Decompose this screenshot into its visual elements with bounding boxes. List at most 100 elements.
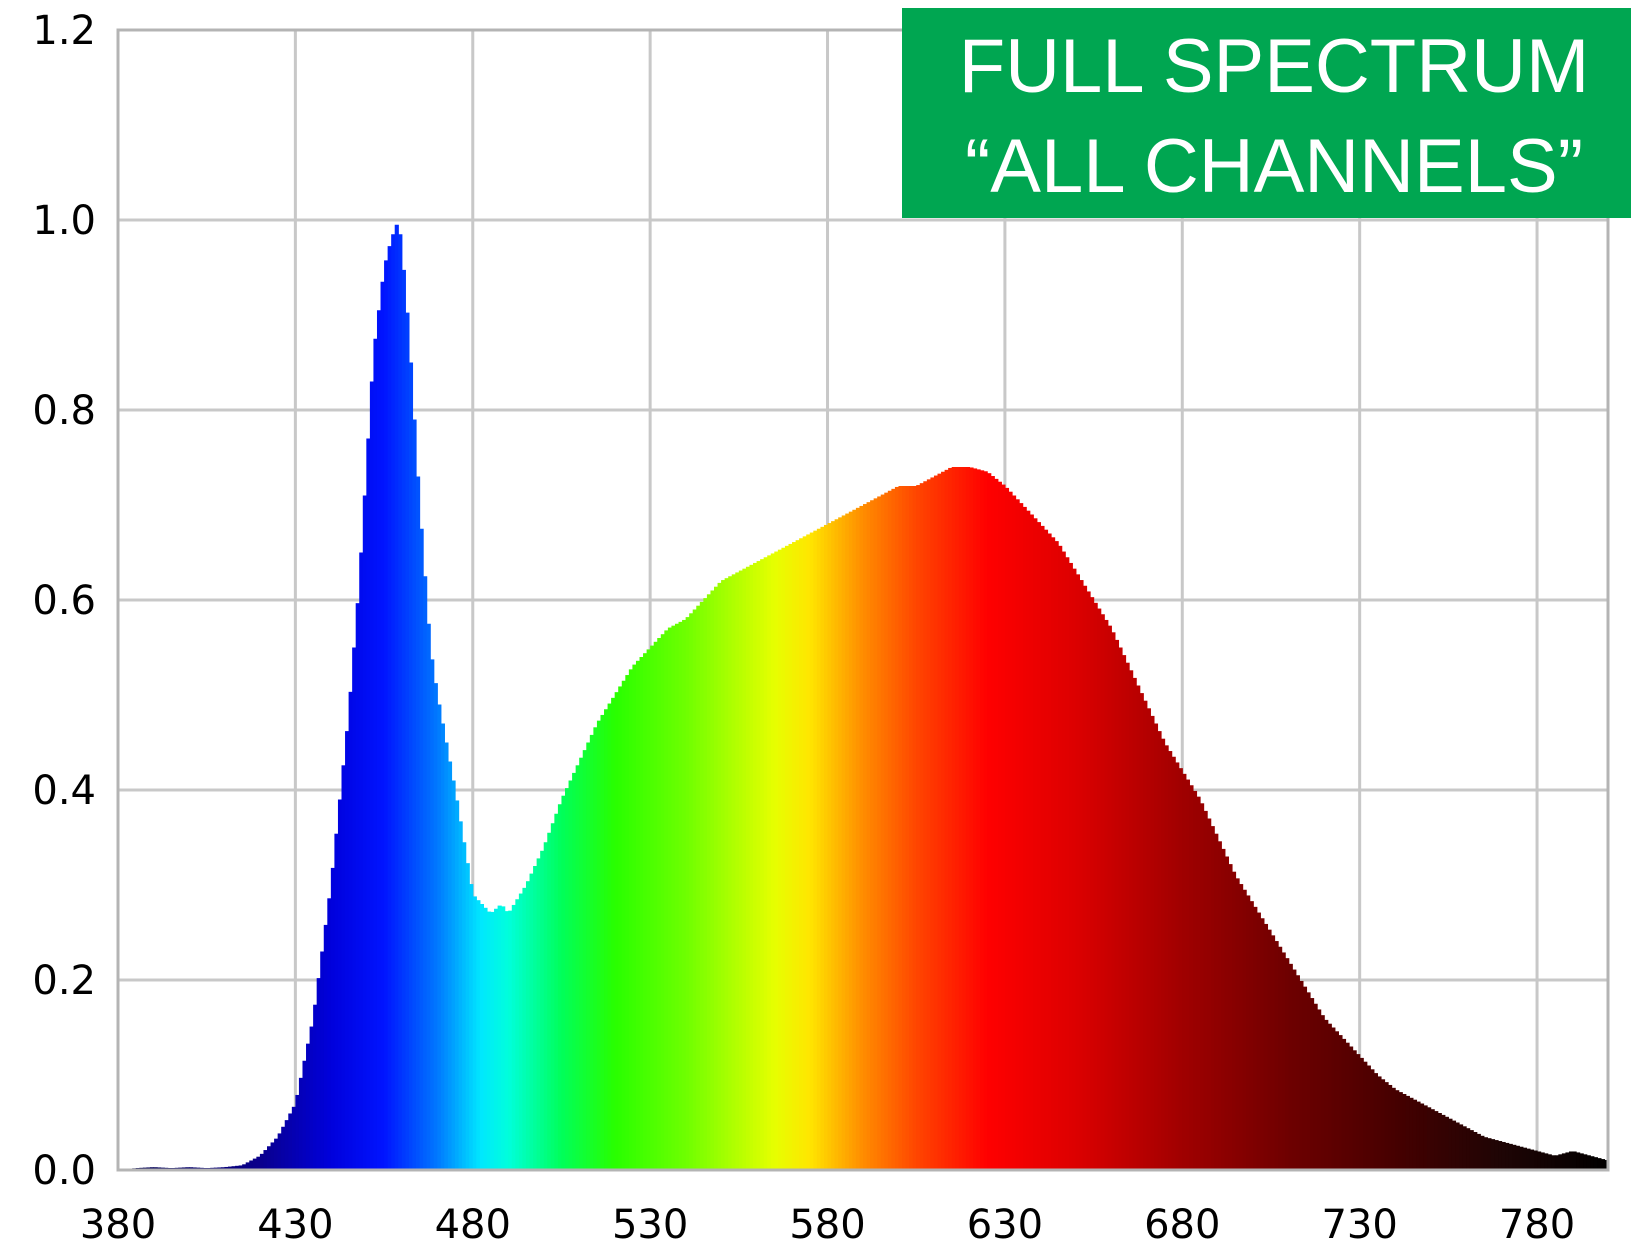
spectrum-bar: [1568, 1151, 1574, 1170]
spectrum-bar: [674, 623, 680, 1170]
spectrum-bar: [1476, 1133, 1481, 1170]
spectrum-bar: [600, 714, 605, 1170]
spectrum-bar: [1427, 1107, 1432, 1170]
spectrum-bar: [1072, 568, 1077, 1170]
spectrum-bar: [575, 765, 580, 1170]
spectrum-bar: [1235, 878, 1240, 1170]
spectrum-bar: [302, 1060, 307, 1170]
spectrum-bar: [455, 800, 460, 1170]
spectrum-bar: [1537, 1151, 1542, 1170]
spectrum-bar: [1292, 969, 1297, 1170]
spectrum-bar: [809, 532, 814, 1170]
spectrum-bar: [781, 547, 786, 1170]
spectrum-bar: [387, 246, 392, 1170]
spectrum-bar: [1012, 495, 1017, 1170]
spectrum-bar: [1061, 551, 1066, 1170]
spectrum-bar: [1480, 1135, 1485, 1170]
spectrum-bar: [1423, 1105, 1428, 1170]
spectrum-bar: [1487, 1138, 1492, 1170]
spectrum-bar: [799, 538, 804, 1170]
spectrum-bar: [256, 1156, 261, 1170]
spectrum-bar: [884, 492, 889, 1170]
spectrum-bar: [501, 906, 506, 1170]
spectrum-bar: [1136, 685, 1141, 1170]
spectrum-bar: [965, 467, 971, 1170]
spectrum-bar: [621, 680, 626, 1170]
spectrum-bar: [1054, 541, 1059, 1170]
spectrum-bar: [462, 842, 467, 1170]
spectrum-bar: [1522, 1147, 1528, 1170]
x-tick-label: 530: [612, 1202, 688, 1248]
spectrum-bar: [735, 572, 740, 1170]
x-tick-label: 630: [967, 1202, 1043, 1248]
spectrum-bar: [1366, 1065, 1371, 1170]
spectrum-bar: [408, 362, 414, 1170]
spectrum-bar: [770, 553, 775, 1170]
spectrum-bar: [1544, 1153, 1549, 1170]
spectrum-bar: [1398, 1092, 1403, 1170]
spectrum-bar: [235, 1165, 240, 1170]
spectrum-bar: [948, 467, 953, 1170]
spectrum-bar: [529, 873, 534, 1170]
spectrum-bar: [831, 521, 836, 1170]
spectrum-bar: [1221, 848, 1226, 1170]
spectrum-bar: [795, 540, 800, 1170]
spectrum-bar: [1079, 580, 1084, 1170]
spectrum-bar: [930, 477, 935, 1170]
spectrum-bar: [465, 863, 470, 1170]
spectrum-bar: [898, 486, 903, 1170]
spectrum-bar: [802, 536, 807, 1170]
x-tick-label: 780: [1499, 1202, 1575, 1248]
spectrum-bar: [1040, 525, 1045, 1170]
spectrum-bar: [738, 570, 743, 1170]
spectrum-bar: [1239, 884, 1244, 1170]
spectrum-bar: [1249, 901, 1254, 1170]
spectrum-bar: [579, 757, 584, 1170]
spectrum-bar: [1121, 655, 1127, 1170]
spectrum-bar: [274, 1138, 279, 1170]
spectrum-bar: [458, 821, 463, 1170]
spectrum-bar: [987, 473, 992, 1170]
spectrum-bar: [902, 486, 907, 1170]
spectrum-bar: [483, 907, 488, 1170]
spectrum-bar: [685, 617, 690, 1170]
spectrum-bar: [1228, 864, 1233, 1170]
spectrum-bar: [582, 750, 587, 1170]
spectrum-bar: [1345, 1042, 1350, 1170]
spectrum-bar: [1380, 1079, 1386, 1170]
spectrum-bar: [852, 509, 857, 1170]
spectrum-bar: [518, 893, 524, 1170]
spectrum-bar: [1451, 1120, 1457, 1170]
spectrum-bar: [941, 471, 946, 1170]
spectrum-bar: [1597, 1158, 1602, 1170]
spectrum-bar: [1068, 562, 1073, 1170]
spectrum-bar: [1015, 499, 1020, 1170]
spectrum-bar: [295, 1094, 300, 1170]
spectrum-bar: [1540, 1152, 1545, 1170]
spectrum-bar: [1263, 923, 1269, 1170]
y-tick-label: 0.0: [32, 1148, 96, 1194]
spectrum-bar: [944, 469, 949, 1171]
spectrum-bar: [1207, 818, 1212, 1170]
spectrum-bar: [252, 1158, 257, 1170]
spectrum-bar: [933, 475, 939, 1170]
spectrum-bar: [511, 904, 516, 1170]
spectrum-bar: [568, 780, 573, 1170]
spectrum-bar: [1281, 952, 1286, 1170]
spectrum-bar: [1359, 1057, 1364, 1170]
spectrum-bar: [1554, 1155, 1559, 1170]
spectrum-bar: [1331, 1027, 1336, 1170]
spectrum-bar: [1356, 1054, 1361, 1170]
spectrum-bar: [877, 496, 882, 1170]
spectrum-bar: [479, 904, 485, 1170]
spectrum-bar: [1494, 1140, 1499, 1170]
spectrum-bar: [1441, 1114, 1446, 1170]
spectrum-bar: [1285, 958, 1290, 1170]
spectrum-bar: [437, 704, 442, 1170]
spectrum-bar: [1168, 751, 1173, 1170]
spectrum-bar: [980, 470, 985, 1170]
spectrum-bar: [706, 594, 712, 1170]
spectrum-bar: [444, 742, 449, 1170]
spectrum-bar: [951, 467, 956, 1170]
title-badge-background: [902, 8, 1631, 218]
